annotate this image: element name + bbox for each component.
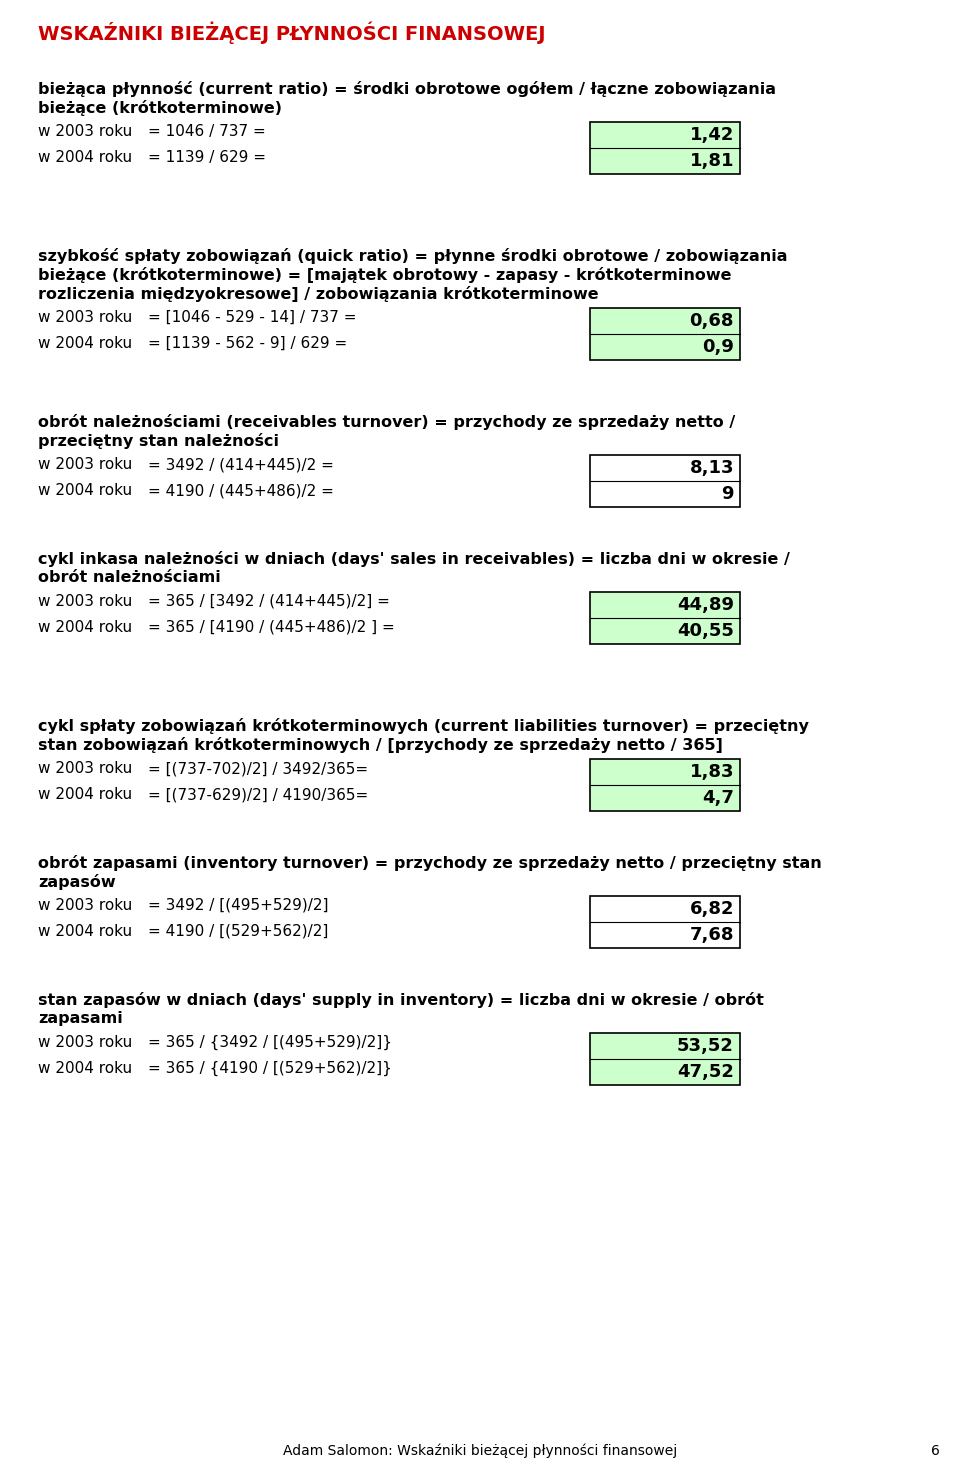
Bar xyxy=(590,760,740,811)
Text: 6: 6 xyxy=(931,1444,940,1457)
Text: w 2004 roku: w 2004 roku xyxy=(38,924,132,939)
Text: = 3492 / (414+445)/2 =: = 3492 / (414+445)/2 = xyxy=(148,456,334,473)
Text: 7,68: 7,68 xyxy=(689,926,734,944)
Text: stan zapasów w dniach (days' supply in inventory) = liczba dni w okresie / obrót: stan zapasów w dniach (days' supply in i… xyxy=(38,992,764,1008)
Text: obrót należnościami: obrót należnościami xyxy=(38,570,221,584)
Text: 47,52: 47,52 xyxy=(677,1063,734,1080)
Text: bieżące (krótkoterminowe): bieżące (krótkoterminowe) xyxy=(38,100,282,116)
Text: = 3492 / [(495+529)/2]: = 3492 / [(495+529)/2] xyxy=(148,898,328,913)
Text: w 2004 roku: w 2004 roku xyxy=(38,1061,132,1076)
Text: cykl inkasa należności w dniach (days' sales in receivables) = liczba dni w okre: cykl inkasa należności w dniach (days' s… xyxy=(38,551,790,567)
Text: w 2003 roku: w 2003 roku xyxy=(38,124,132,138)
Text: WSKAŹNIKI BIEŻĄCEJ PŁYNNOŚCI FINANSOWEJ: WSKAŹNIKI BIEŻĄCEJ PŁYNNOŚCI FINANSOWEJ xyxy=(38,22,545,44)
Text: obrót zapasami (inventory turnover) = przychody ze sprzedaży netto / przeciętny : obrót zapasami (inventory turnover) = pr… xyxy=(38,855,822,871)
Text: = 365 / [4190 / (445+486)/2 ] =: = 365 / [4190 / (445+486)/2 ] = xyxy=(148,620,395,634)
Text: w 2004 roku: w 2004 roku xyxy=(38,483,132,498)
Bar xyxy=(590,896,740,948)
Text: w 2003 roku: w 2003 roku xyxy=(38,311,132,325)
Text: 9: 9 xyxy=(722,484,734,503)
Text: w 2004 roku: w 2004 roku xyxy=(38,788,132,802)
Text: = 365 / {4190 / [(529+562)/2]}: = 365 / {4190 / [(529+562)/2]} xyxy=(148,1061,392,1076)
Bar xyxy=(590,455,740,506)
Bar xyxy=(590,122,740,174)
Text: 8,13: 8,13 xyxy=(689,459,734,477)
Text: 40,55: 40,55 xyxy=(677,623,734,640)
Text: 1,81: 1,81 xyxy=(689,152,734,169)
Text: zapasów: zapasów xyxy=(38,874,115,891)
Text: przeciętny stan należności: przeciętny stan należności xyxy=(38,433,279,449)
Text: bieżące (krótkoterminowe) = [majątek obrotowy - zapasy - krótkoterminowe: bieżące (krótkoterminowe) = [majątek obr… xyxy=(38,266,732,283)
Text: 53,52: 53,52 xyxy=(677,1036,734,1055)
Bar xyxy=(590,1033,740,1085)
Text: w 2004 roku: w 2004 roku xyxy=(38,150,132,165)
Text: w 2004 roku: w 2004 roku xyxy=(38,620,132,634)
Text: cykl spłaty zobowiązań krótkoterminowych (current liabilities turnover) = przeci: cykl spłaty zobowiązań krótkoterminowych… xyxy=(38,718,809,735)
Text: rozliczenia międzyokresowe] / zobowiązania krótkoterminowe: rozliczenia międzyokresowe] / zobowiązan… xyxy=(38,286,599,302)
Text: = [(737-702)/2] / 3492/365=: = [(737-702)/2] / 3492/365= xyxy=(148,761,368,776)
Text: w 2003 roku: w 2003 roku xyxy=(38,456,132,473)
Text: w 2003 roku: w 2003 roku xyxy=(38,595,132,609)
Text: w 2004 roku: w 2004 roku xyxy=(38,336,132,350)
Text: = 1139 / 629 =: = 1139 / 629 = xyxy=(148,150,266,165)
Text: 44,89: 44,89 xyxy=(677,596,734,614)
Text: = 4190 / [(529+562)/2]: = 4190 / [(529+562)/2] xyxy=(148,924,328,939)
Text: 6,82: 6,82 xyxy=(689,899,734,919)
Text: 0,68: 0,68 xyxy=(689,312,734,330)
Text: stan zobowiązań krótkoterminowych / [przychody ze sprzedaży netto / 365]: stan zobowiązań krótkoterminowych / [prz… xyxy=(38,737,723,754)
Bar xyxy=(590,308,740,361)
Text: zapasami: zapasami xyxy=(38,1011,123,1026)
Text: Adam Salomon: Wskaźniki bieżącej płynności finansowej: Adam Salomon: Wskaźniki bieżącej płynnoś… xyxy=(283,1444,677,1457)
Text: obrót należnościami (receivables turnover) = przychody ze sprzedaży netto /: obrót należnościami (receivables turnove… xyxy=(38,414,735,430)
Text: = 1046 / 737 =: = 1046 / 737 = xyxy=(148,124,266,138)
Text: szybkość spłaty zobowiązań (quick ratio) = płynne środki obrotowe / zobowiązania: szybkość spłaty zobowiązań (quick ratio)… xyxy=(38,247,787,263)
Text: 0,9: 0,9 xyxy=(702,339,734,356)
Text: = [(737-629)/2] / 4190/365=: = [(737-629)/2] / 4190/365= xyxy=(148,788,369,802)
Text: 1,83: 1,83 xyxy=(689,762,734,782)
Text: = 4190 / (445+486)/2 =: = 4190 / (445+486)/2 = xyxy=(148,483,334,498)
Text: 1,42: 1,42 xyxy=(689,127,734,144)
Text: = [1139 - 562 - 9] / 629 =: = [1139 - 562 - 9] / 629 = xyxy=(148,336,348,350)
Text: w 2003 roku: w 2003 roku xyxy=(38,898,132,913)
Text: w 2003 roku: w 2003 roku xyxy=(38,761,132,776)
Text: = 365 / {3492 / [(495+529)/2]}: = 365 / {3492 / [(495+529)/2]} xyxy=(148,1035,392,1050)
Text: = 365 / [3492 / (414+445)/2] =: = 365 / [3492 / (414+445)/2] = xyxy=(148,595,390,609)
Bar xyxy=(590,592,740,645)
Text: w 2003 roku: w 2003 roku xyxy=(38,1035,132,1050)
Text: 4,7: 4,7 xyxy=(702,789,734,807)
Text: = [1046 - 529 - 14] / 737 =: = [1046 - 529 - 14] / 737 = xyxy=(148,311,356,325)
Text: bieżąca płynność (current ratio) = środki obrotowe ogółem / łączne zobowiązania: bieżąca płynność (current ratio) = środk… xyxy=(38,81,776,97)
